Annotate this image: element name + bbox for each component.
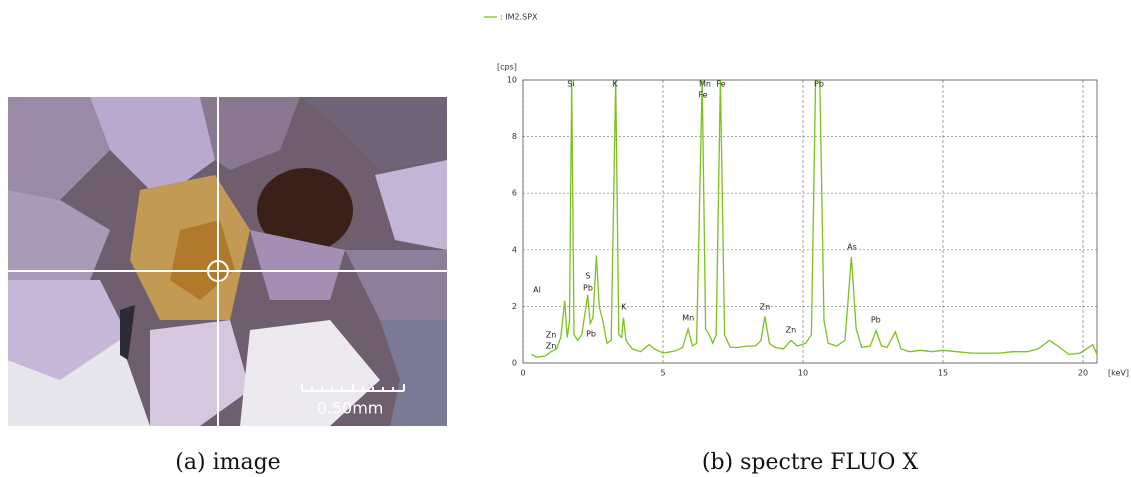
- x-axis-label: [keV]: [1108, 369, 1129, 378]
- x-tick-label: 5: [660, 369, 665, 378]
- peak-label: Al: [533, 285, 541, 294]
- legend-label: : IM2.SPX: [500, 13, 538, 22]
- x-tick-label: 20: [1078, 369, 1088, 378]
- peak-label: Si: [567, 79, 574, 88]
- spectrum-line: [531, 80, 1097, 358]
- x-tick-label: 0: [520, 369, 525, 378]
- peak-label: Pb: [583, 284, 593, 293]
- y-axis-label: [cps]: [497, 63, 517, 72]
- plot-frame: [522, 79, 1098, 364]
- caption: (b) spectre FLUO X: [702, 450, 919, 475]
- peak-label: Fe: [698, 90, 707, 99]
- peak-label: K: [612, 79, 618, 88]
- y-tick-label: 10: [507, 76, 517, 85]
- peak-label: Zn: [546, 342, 557, 351]
- x-tick-label: 10: [798, 369, 808, 378]
- peak-label: Zn: [786, 325, 797, 334]
- peak-label: K: [621, 302, 627, 311]
- y-tick-label: 6: [512, 189, 517, 198]
- y-tick-label: 0: [512, 359, 517, 368]
- x-tick-label: 15: [938, 369, 948, 378]
- peak-label: Zn: [760, 302, 771, 311]
- peak-label: Pb: [586, 330, 596, 339]
- scale-label: 0.50mm: [317, 399, 384, 418]
- peak-label: Mn: [699, 79, 711, 88]
- peak-label: As: [847, 242, 857, 251]
- photo: [8, 97, 447, 426]
- y-tick-label: 2: [512, 302, 517, 311]
- scale-bar: [301, 384, 405, 392]
- peak-label: Pb: [814, 79, 824, 88]
- peak-label: Zn: [546, 330, 557, 339]
- peak-label: Mn: [682, 314, 694, 323]
- y-tick-label: 4: [512, 245, 517, 254]
- peak-label: Fe: [716, 79, 725, 88]
- crosshair: [8, 97, 447, 426]
- peak-label: S: [585, 272, 590, 281]
- peak-label: Pb: [871, 315, 881, 324]
- caption: (a) image: [175, 450, 280, 475]
- y-tick-label: 8: [512, 132, 517, 141]
